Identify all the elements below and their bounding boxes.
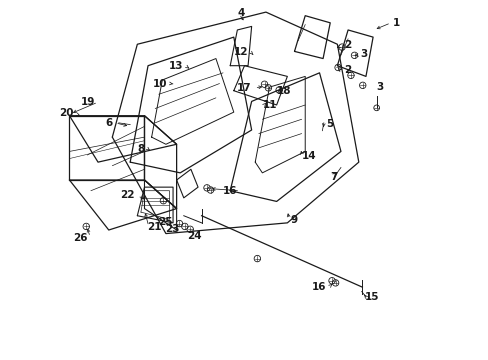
Text: 19: 19 (81, 97, 95, 107)
Text: 8: 8 (137, 144, 144, 154)
Text: 12: 12 (233, 47, 247, 57)
Text: 25: 25 (158, 217, 172, 227)
Text: 3: 3 (360, 49, 367, 59)
Text: 6: 6 (105, 118, 112, 128)
Text: 16: 16 (311, 282, 326, 292)
Text: 3: 3 (376, 82, 383, 92)
Text: 2: 2 (343, 40, 350, 50)
Text: 10: 10 (153, 78, 167, 89)
Text: 26: 26 (73, 233, 88, 243)
Text: 15: 15 (365, 292, 379, 302)
Text: 4: 4 (238, 8, 245, 18)
Text: 22: 22 (120, 190, 134, 200)
Text: 18: 18 (276, 86, 290, 96)
Text: 23: 23 (164, 224, 179, 234)
Text: 16: 16 (223, 186, 237, 196)
Text: 20: 20 (59, 108, 74, 118)
Text: 7: 7 (329, 172, 337, 182)
Text: 9: 9 (290, 215, 298, 225)
Text: 2: 2 (343, 65, 350, 75)
Text: 13: 13 (169, 62, 183, 71)
Text: 11: 11 (262, 100, 276, 110)
Text: 24: 24 (186, 231, 201, 242)
Text: 17: 17 (237, 83, 251, 93)
Text: 1: 1 (392, 18, 399, 28)
Text: 14: 14 (301, 151, 316, 161)
Text: 21: 21 (147, 222, 162, 232)
Text: 5: 5 (326, 118, 333, 129)
